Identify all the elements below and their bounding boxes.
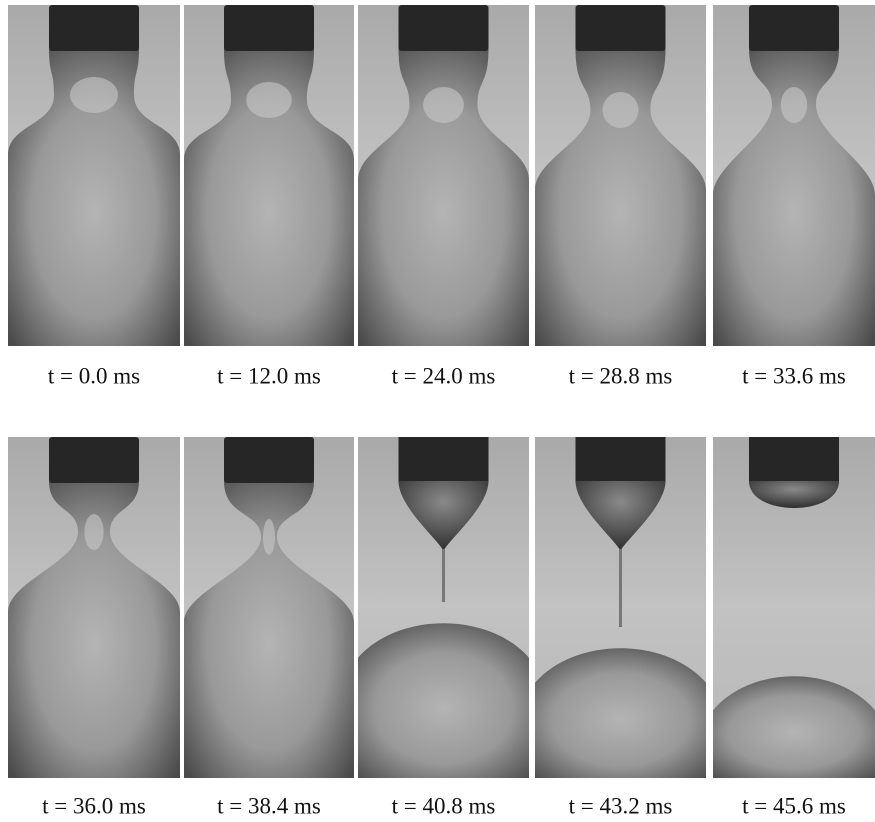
nozzle: [224, 5, 314, 51]
frame: [8, 437, 180, 778]
frame: [184, 437, 354, 778]
nozzle: [749, 5, 839, 51]
frame-body: [535, 5, 706, 346]
time-label: t = 40.8 ms: [392, 793, 496, 818]
frame: [348, 437, 539, 778]
frame-body: [713, 5, 875, 346]
time-label: t = 12.0 ms: [217, 363, 321, 388]
highlight: [781, 87, 807, 123]
frame-body: [703, 437, 875, 778]
frame-body: [184, 5, 354, 346]
figure: t = 0.0 ms t = 12.0 ms t = 24.0 ms t = 28.8…: [0, 0, 875, 822]
time-label: t = 28.8 ms: [569, 363, 673, 388]
frame-body: [525, 437, 716, 778]
frame-body: [358, 5, 529, 346]
frame-body: [8, 437, 180, 778]
highlight: [84, 514, 103, 550]
frame-body: [184, 437, 354, 778]
nozzle: [749, 437, 839, 483]
highlight: [423, 87, 464, 123]
frame: [525, 437, 716, 778]
frame: [535, 5, 706, 346]
frame: [703, 437, 875, 778]
frame: [713, 5, 875, 346]
time-label: t = 43.2 ms: [569, 793, 673, 818]
frame: [184, 5, 354, 346]
nozzle: [399, 437, 489, 483]
time-label: t = 33.6 ms: [742, 363, 846, 388]
frame: [358, 5, 529, 346]
nozzle: [576, 437, 666, 483]
frame-body: [348, 437, 539, 778]
time-label: t = 0.0 ms: [48, 363, 140, 388]
time-label: t = 24.0 ms: [392, 363, 496, 388]
highlight: [70, 77, 118, 113]
highlight: [603, 92, 639, 128]
nozzle: [49, 437, 139, 483]
highlight: [246, 82, 292, 118]
time-label: t = 36.0 ms: [42, 793, 146, 818]
time-label: t = 45.6 ms: [742, 793, 846, 818]
liquid: [525, 648, 716, 778]
highlight: [263, 519, 275, 555]
nozzle: [399, 5, 489, 51]
nozzle: [49, 5, 139, 51]
nozzle: [224, 437, 314, 483]
liquid: [348, 623, 539, 778]
time-label: t = 38.4 ms: [217, 793, 321, 818]
nozzle: [576, 5, 666, 51]
frame: [8, 5, 180, 346]
frame-body: [8, 5, 180, 346]
